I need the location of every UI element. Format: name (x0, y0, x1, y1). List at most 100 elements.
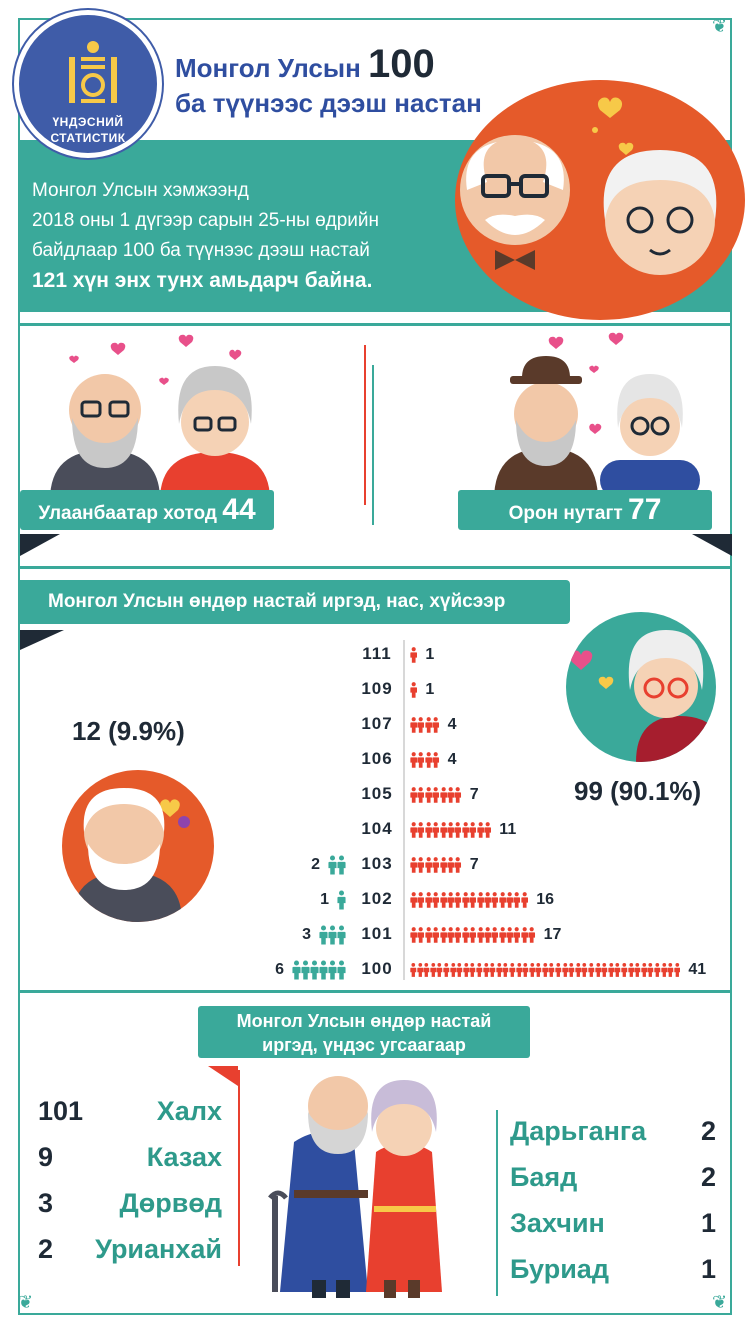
female-person-icon (462, 924, 469, 946)
ethnic-name: Баяд (510, 1162, 578, 1192)
divider-line-teal (372, 365, 374, 525)
leaf-ornament-icon: ❦ (712, 1292, 728, 1313)
female-person-icon (454, 784, 462, 806)
divider-line-red (238, 1070, 240, 1266)
female-person-icon (476, 889, 484, 911)
divider-line-teal (496, 1110, 498, 1296)
female-person-icon (575, 959, 582, 981)
corner-triangle-icon (20, 534, 60, 556)
ethnic-title-line1: Монгол Улсын өндөр настай (236, 1011, 492, 1031)
female-person-icon (469, 889, 477, 911)
age-section-title: Монгол Улсын өндөр настай иргэд, нас, хү… (20, 580, 570, 624)
female-person-icon (506, 924, 514, 946)
female-pictogram-row: 41 (410, 957, 714, 981)
female-person-icon (641, 959, 648, 981)
female-person-icon (425, 714, 432, 736)
female-person-icon (581, 959, 588, 981)
female-count: 7 (469, 856, 479, 873)
female-person-icon (499, 889, 506, 911)
female-person-icon (568, 959, 575, 981)
age-label: 100 (361, 959, 393, 978)
corner-triangle-icon (20, 630, 64, 650)
female-person-icon (425, 819, 432, 841)
male-count: 6 (275, 961, 284, 978)
page-frame (18, 18, 732, 1315)
female-person-icon (499, 924, 506, 946)
female-person-icon (439, 889, 447, 911)
ethnic-name: Дөрвөд (119, 1188, 222, 1218)
male-count: 1 (320, 891, 329, 908)
ethnic-name: Дарьганга (510, 1116, 647, 1146)
female-person-icon (647, 959, 654, 981)
female-person-icon (449, 959, 457, 981)
female-person-icon (454, 819, 462, 841)
title-number: 100 (368, 42, 435, 86)
ethnic-count: 1 (700, 1208, 716, 1238)
female-person-icon (515, 959, 523, 981)
age-label: 107 (361, 714, 393, 733)
male-person-icon (301, 959, 310, 981)
female-person-icon (439, 854, 447, 876)
female-person-icon (513, 924, 521, 946)
logo-text-line1: ҮНДЭСНИЙ (52, 115, 124, 129)
age-label: 105 (361, 784, 393, 803)
female-person-icon (513, 889, 521, 911)
female-person-icon (521, 889, 528, 911)
female-person-icon (476, 959, 483, 981)
ethnic-count: 3 (38, 1188, 54, 1218)
female-person-icon (484, 924, 491, 946)
ethnic-count: 2 (700, 1162, 716, 1192)
female-person-icon (463, 959, 470, 981)
ethnic-section-title: Монгол Улсын өндөр настай иргэд, үндэс у… (198, 1006, 530, 1058)
female-pictogram-row: 17 (410, 922, 569, 946)
female-person-icon (417, 749, 425, 771)
female-person-icon (439, 819, 447, 841)
male-person-icon (328, 924, 337, 946)
male-person-icon (337, 959, 346, 981)
intro-text: Монгол Улсын хэмжээнд 2018 оны 1 дүгээр … (32, 176, 452, 296)
female-person-icon (417, 819, 425, 841)
ethnic-count: 9 (38, 1142, 54, 1172)
female-person-icon (447, 924, 454, 946)
male-count: 3 (302, 926, 311, 943)
female-person-icon (454, 854, 462, 876)
female-person-icon (423, 959, 430, 981)
female-pictogram-row: 7 (410, 782, 487, 806)
female-person-icon (634, 959, 641, 981)
male-person-icon (337, 854, 346, 876)
male-person-icon (328, 959, 337, 981)
male-count: 2 (311, 856, 320, 873)
section-divider (18, 323, 732, 326)
female-person-icon (443, 959, 450, 981)
female-person-icon (456, 959, 463, 981)
female-person-icon (410, 784, 418, 806)
female-person-icon (447, 784, 454, 806)
intro-line3: байдлаар 100 ба түүнээс дээш настай (32, 240, 370, 261)
intro-line1: Монгол Улсын хэмжээнд (32, 180, 249, 201)
female-person-icon (484, 819, 491, 841)
male-pictogram-row: 6 (267, 957, 346, 981)
rural-couple-illustration (494, 332, 700, 500)
page-title-line2: ба түүнээс дээш настан (175, 88, 482, 118)
female-count: 41 (688, 961, 707, 978)
female-person-icon (447, 889, 454, 911)
age-label: 104 (361, 819, 393, 838)
female-person-icon (410, 819, 418, 841)
female-person-icon (417, 889, 425, 911)
female-person-icon (432, 854, 440, 876)
female-person-icon (432, 819, 440, 841)
female-pictogram-row: 7 (410, 852, 487, 876)
female-person-icon (627, 959, 635, 981)
male-person-icon (337, 924, 346, 946)
female-person-icon (654, 959, 661, 981)
leaf-ornament-icon: ❦ (712, 16, 728, 37)
female-person-icon (410, 644, 418, 666)
divider-line-red (364, 345, 366, 505)
rural-label: Орон нутагт (508, 503, 623, 524)
female-person-icon (410, 889, 418, 911)
female-person-icon (476, 819, 484, 841)
female-person-icon (674, 959, 681, 981)
ethnic-name: Захчин (510, 1208, 605, 1238)
female-person-icon (432, 784, 440, 806)
female-person-icon (521, 924, 528, 946)
